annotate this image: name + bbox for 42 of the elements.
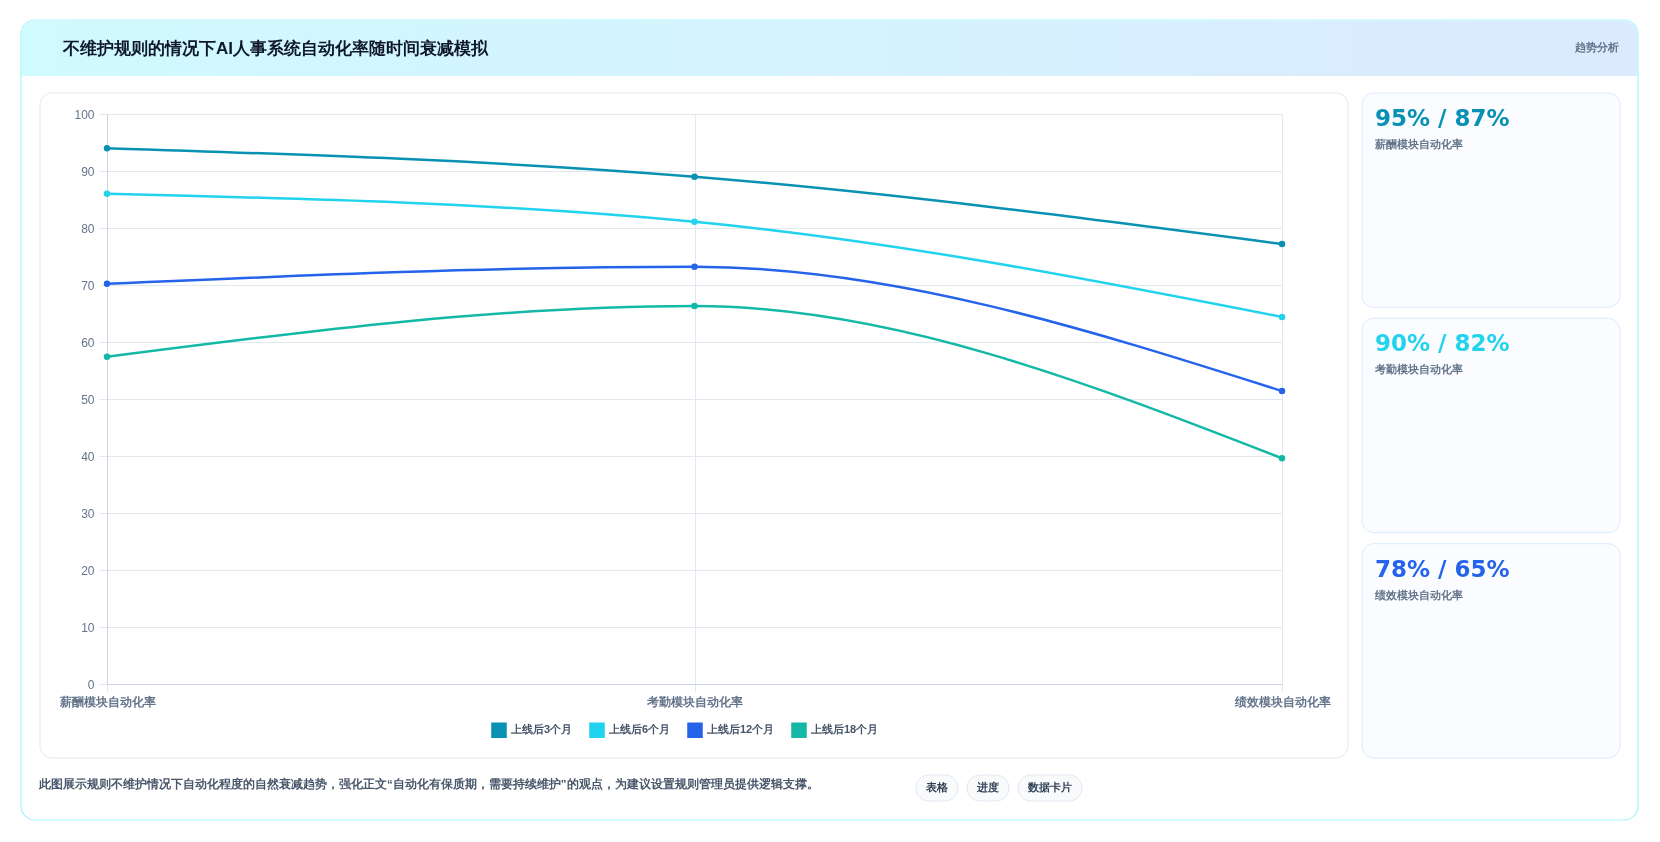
text: 薪酬模块自动化率 [1374,138,1463,150]
y-tick-label: 100 [74,107,95,122]
x-tick-label: 绩效模块自动化率 [1233,694,1331,709]
legend-label: 上线后6个月 [608,723,671,736]
text: 表格 [925,781,949,793]
x-tick-label: 考勤模块自动化率 [646,694,743,709]
legend-label: 上线后18个月 [810,723,879,736]
text: 考勤模块自动化率 [1374,363,1463,376]
y-tick-label: 30 [81,506,95,521]
point [691,173,698,180]
text: 78% / 65% [1375,555,1510,582]
text: 进度 [976,781,999,793]
y-tick-label: 40 [81,449,95,464]
y-tick-label: 0 [87,677,95,692]
y-tick-label: 70 [81,278,95,293]
point [103,280,111,288]
point [691,302,698,310]
text: 95% / 87% [1375,105,1510,131]
point [1278,455,1286,462]
point [1278,313,1286,321]
point [1278,387,1286,395]
point [691,218,698,225]
text: 数据卡片 [1027,781,1072,793]
point [691,263,698,270]
text: 此图展示规则不维护情况下自动化程度的自然衰减趋势，强化正文“自动化有保质期，需要持续维护”的观点，为建议设置规则管理员提供逻辑支撑。 [38,777,819,791]
y-tick-label: 60 [81,335,95,350]
text: 绩效模块自动化率 [1374,588,1463,601]
point [103,144,111,152]
y-tick-label: 20 [81,563,95,578]
legend-label: 上线后3个月 [510,723,573,736]
text: 趋势分析 [1574,41,1619,53]
point [103,353,111,361]
legend-label: 上线后12个月 [706,723,775,736]
text: 90% / 82% [1375,330,1510,357]
point [103,190,111,198]
chart-title: 不维护规则的情况下AI人事系统自动化率随时间衰减模拟 [62,39,489,58]
y-tick-label: 50 [81,392,95,407]
y-tick-label: 90 [81,164,95,179]
y-tick-label: 10 [81,620,95,635]
x-tick-label: 薪酬模块自动化率 [58,694,156,709]
y-tick-label: 80 [81,221,95,236]
point [1278,240,1286,248]
